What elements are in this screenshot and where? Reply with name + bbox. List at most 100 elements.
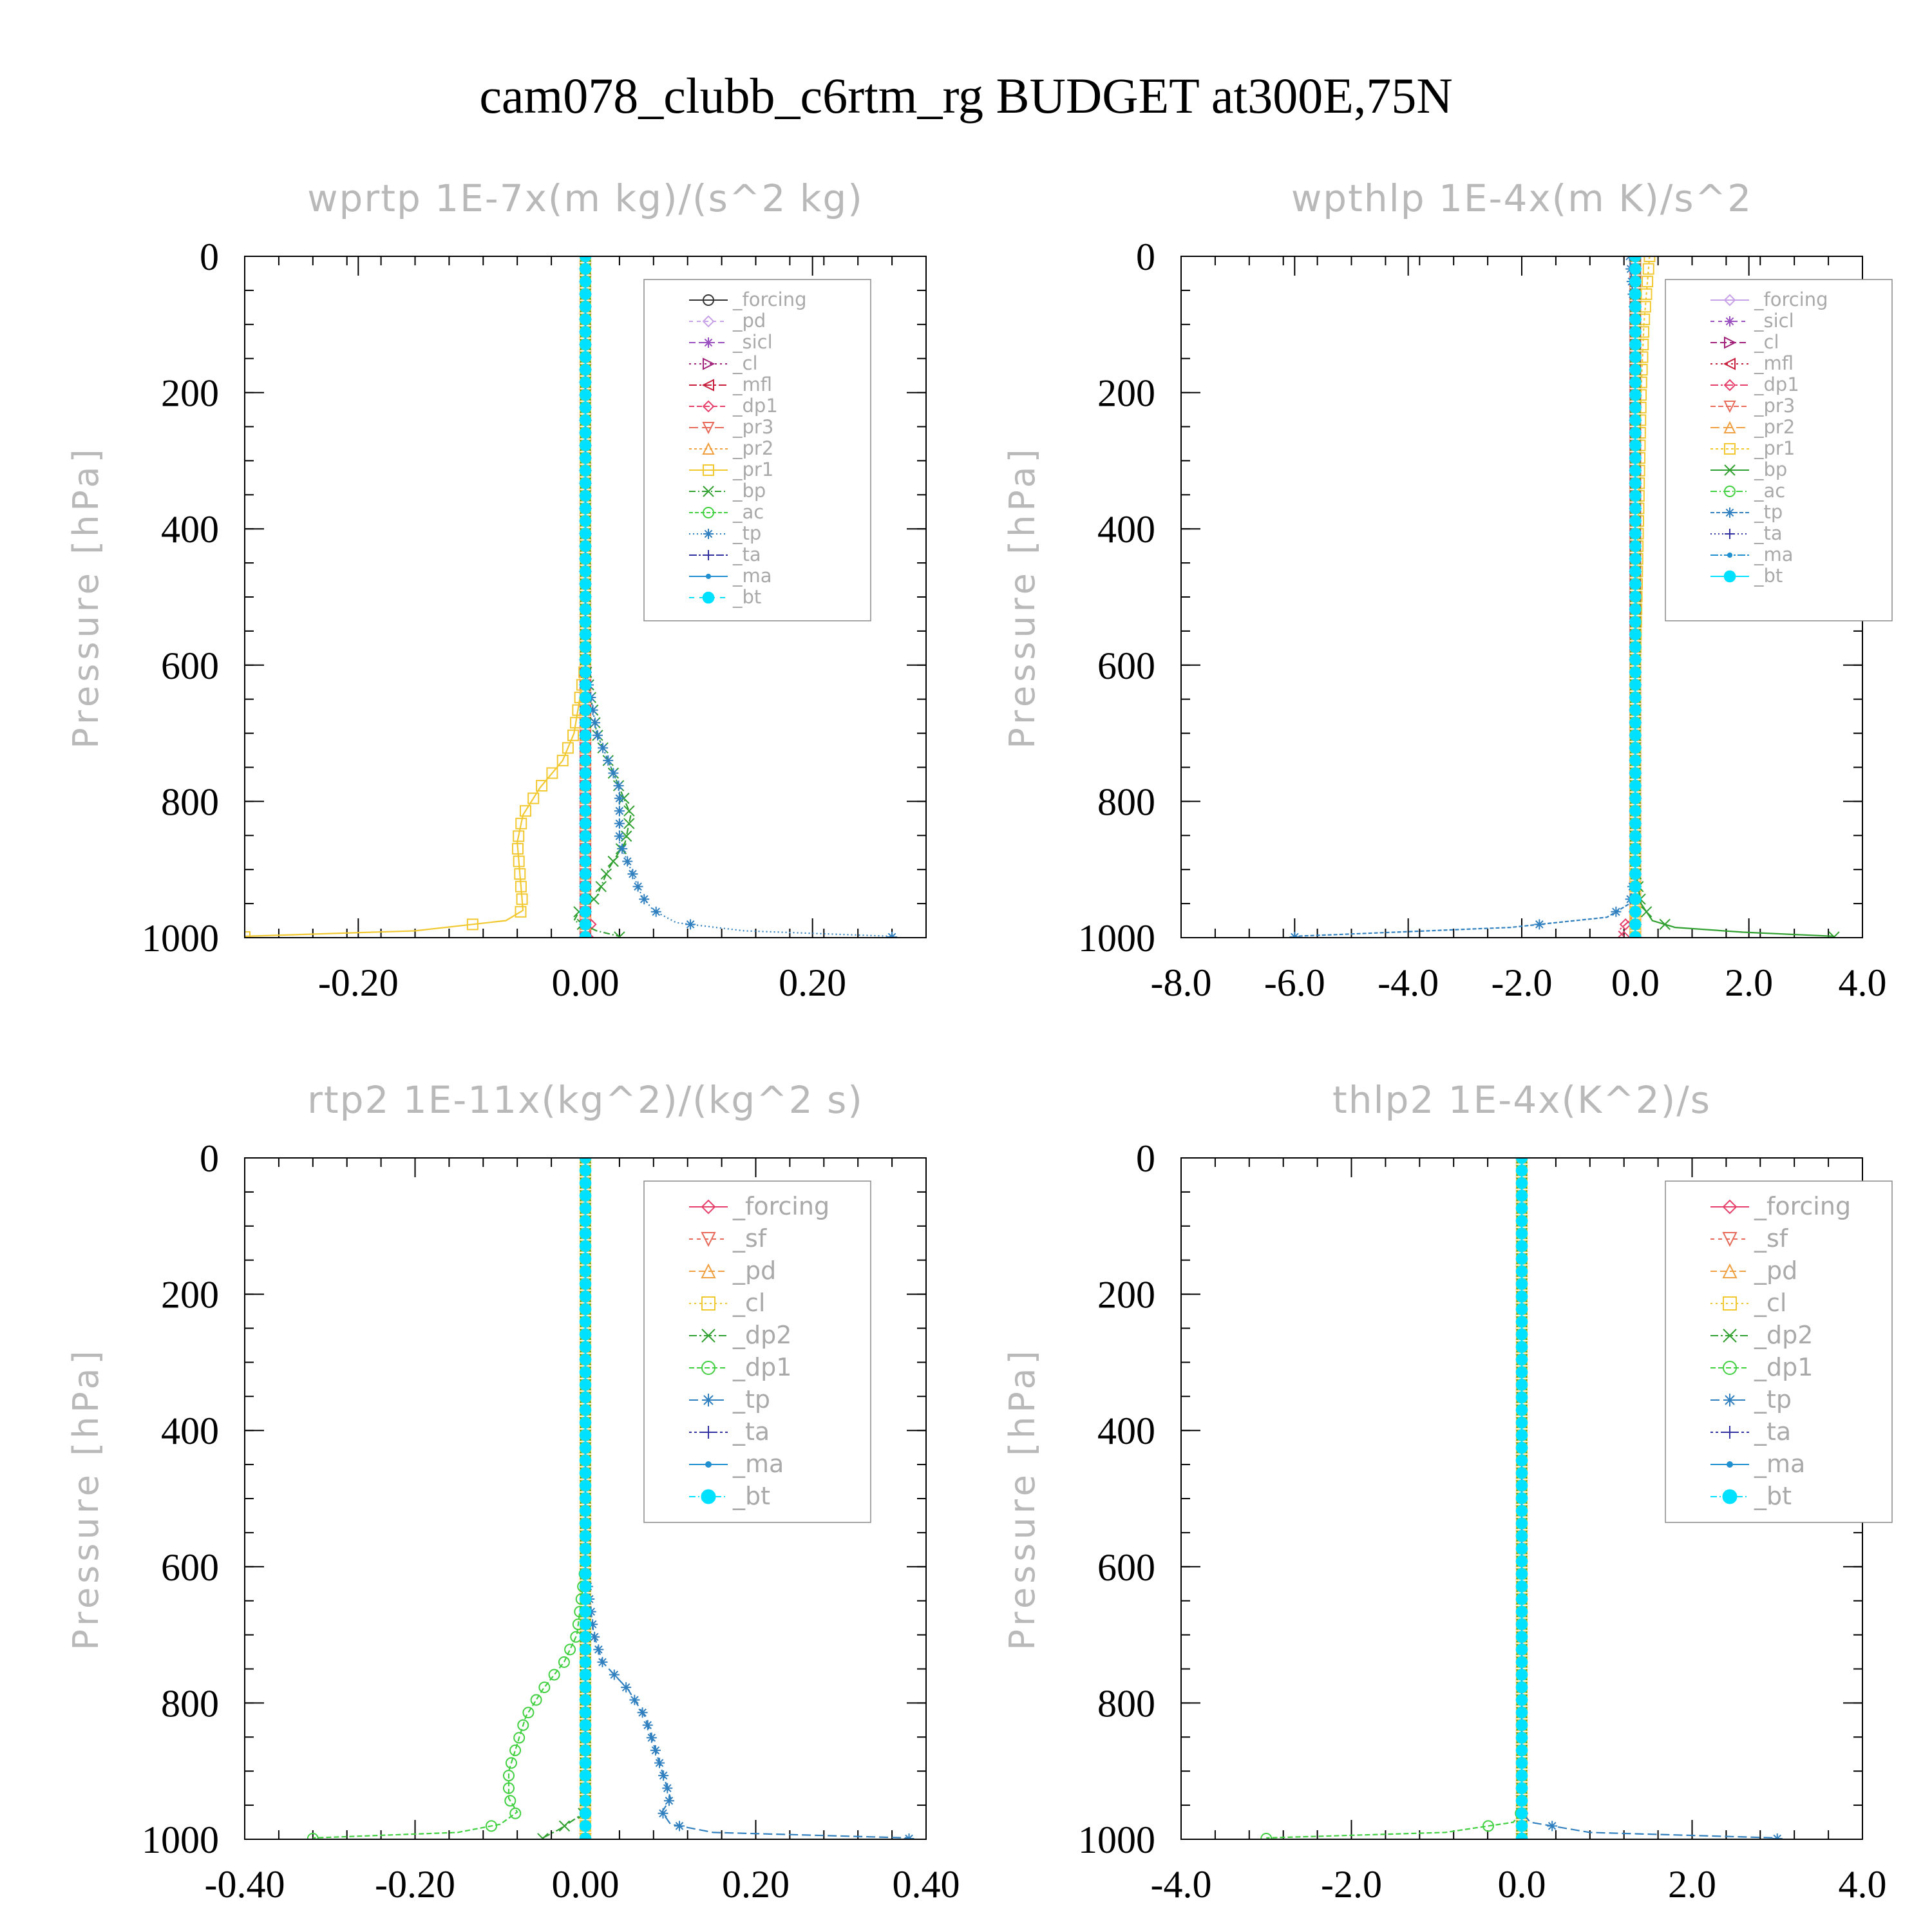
x-tick-label: 0.0 [1498,1863,1546,1906]
x-tick-label: 2.0 [1725,961,1773,1004]
legend-entry: _bt [1710,1482,1792,1510]
data-point [579,338,592,351]
data-point [1629,779,1642,792]
data-point [658,1808,668,1819]
legend-label: _pd [732,310,766,332]
data-point [658,1770,669,1781]
data-point [579,1328,592,1341]
data-point [1629,679,1642,691]
data-point [579,1202,592,1215]
legend-label: _ac [1754,480,1785,502]
data-point [1629,628,1642,641]
data-point [485,1820,497,1832]
legend-label: _ma [732,565,772,587]
legend-entry: _sicl [689,331,773,353]
data-point [1629,338,1642,351]
series-dp1 [307,1158,591,1839]
legend-marker [705,573,712,580]
data-point [1515,1555,1528,1567]
y-tick-label: 800 [1097,1682,1155,1725]
data-point [1534,919,1545,930]
data-point [558,1820,571,1832]
data-point [1629,804,1642,817]
y-tick-label: 0 [1136,236,1155,278]
chart-panel-3: rtp2 1E-11x(kg^2)/(kg^2 s) Pressure [hPa]… [66,1078,960,1906]
x-tick-label: -4.0 [1151,1863,1212,1906]
data-point [579,1215,592,1227]
data-point [579,1593,592,1605]
legend-label: _bt [1754,1482,1792,1510]
data-point [617,843,628,854]
data-point [579,742,592,754]
data-point [685,919,696,930]
data-point [509,1807,522,1819]
data-point [1619,918,1632,931]
data-point [637,1707,648,1718]
data-point [579,553,592,565]
legend-label: _ac [732,501,764,523]
data-point [1629,666,1642,679]
data-point [579,1530,592,1542]
legend-entry: _bt [689,586,761,608]
data-point [579,477,592,489]
panel-title: wpthlp 1E-4x(m K)/s^2 [1291,176,1752,220]
legend-marker [1723,1394,1736,1406]
data-point [579,1240,592,1253]
legend-entry: _pr1 [689,459,773,480]
legend-label: _dp1 [732,395,778,417]
data-point [1629,553,1642,565]
data-point [1515,1240,1528,1253]
data-point [579,376,592,389]
data-point [1629,880,1642,893]
data-point [627,869,638,880]
data-point [1629,263,1642,275]
data-point [639,894,650,905]
legend-label: _bt [1754,565,1783,587]
data-point [579,628,592,641]
y-axis-label: Pressure [hPa] [1002,1347,1043,1650]
legend-marker [1722,1489,1738,1504]
x-tick-label: -0.20 [318,961,399,1004]
data-point [579,1164,592,1177]
legend-marker [1723,379,1736,392]
y-tick-label: 400 [161,1410,219,1452]
data-point [1515,1656,1528,1669]
data-point [579,591,592,603]
data-point [1515,1820,1528,1832]
y-tick-label: 600 [161,645,219,687]
legend-marker [701,1361,715,1375]
data-point [579,363,592,376]
legend-entry: _pd [689,1256,776,1285]
series-tp [1289,256,1641,938]
data-point [579,1669,592,1681]
legend-label: _bt [732,1482,770,1510]
legend-label: _dp2 [1754,1321,1813,1349]
legend-box [1665,279,1893,621]
data-point [245,931,251,938]
data-point [1629,540,1642,553]
data-point [629,1694,640,1705]
legend-label: _pr1 [732,459,773,480]
plot-frame [244,256,927,938]
data-point [598,743,609,753]
data-point [1515,1341,1528,1353]
data-point [600,868,612,880]
data-point [537,1833,549,1839]
legend-entry: _tp [689,1385,770,1414]
legend-marker [1723,1296,1737,1311]
data-point [502,1770,515,1782]
data-point [650,1745,661,1756]
data-point [1515,1454,1528,1467]
data-point [579,779,592,792]
data-point [579,1177,592,1189]
data-point [1629,792,1642,804]
data-point [579,1341,592,1353]
legend-marker [703,357,715,370]
data-point [558,1656,570,1668]
x-tick-label: -6.0 [1264,961,1325,1004]
data-point [587,1619,598,1630]
legend-marker [702,422,715,435]
legend-entry: _forcing [1710,289,1828,310]
data-point [1515,1467,1528,1479]
